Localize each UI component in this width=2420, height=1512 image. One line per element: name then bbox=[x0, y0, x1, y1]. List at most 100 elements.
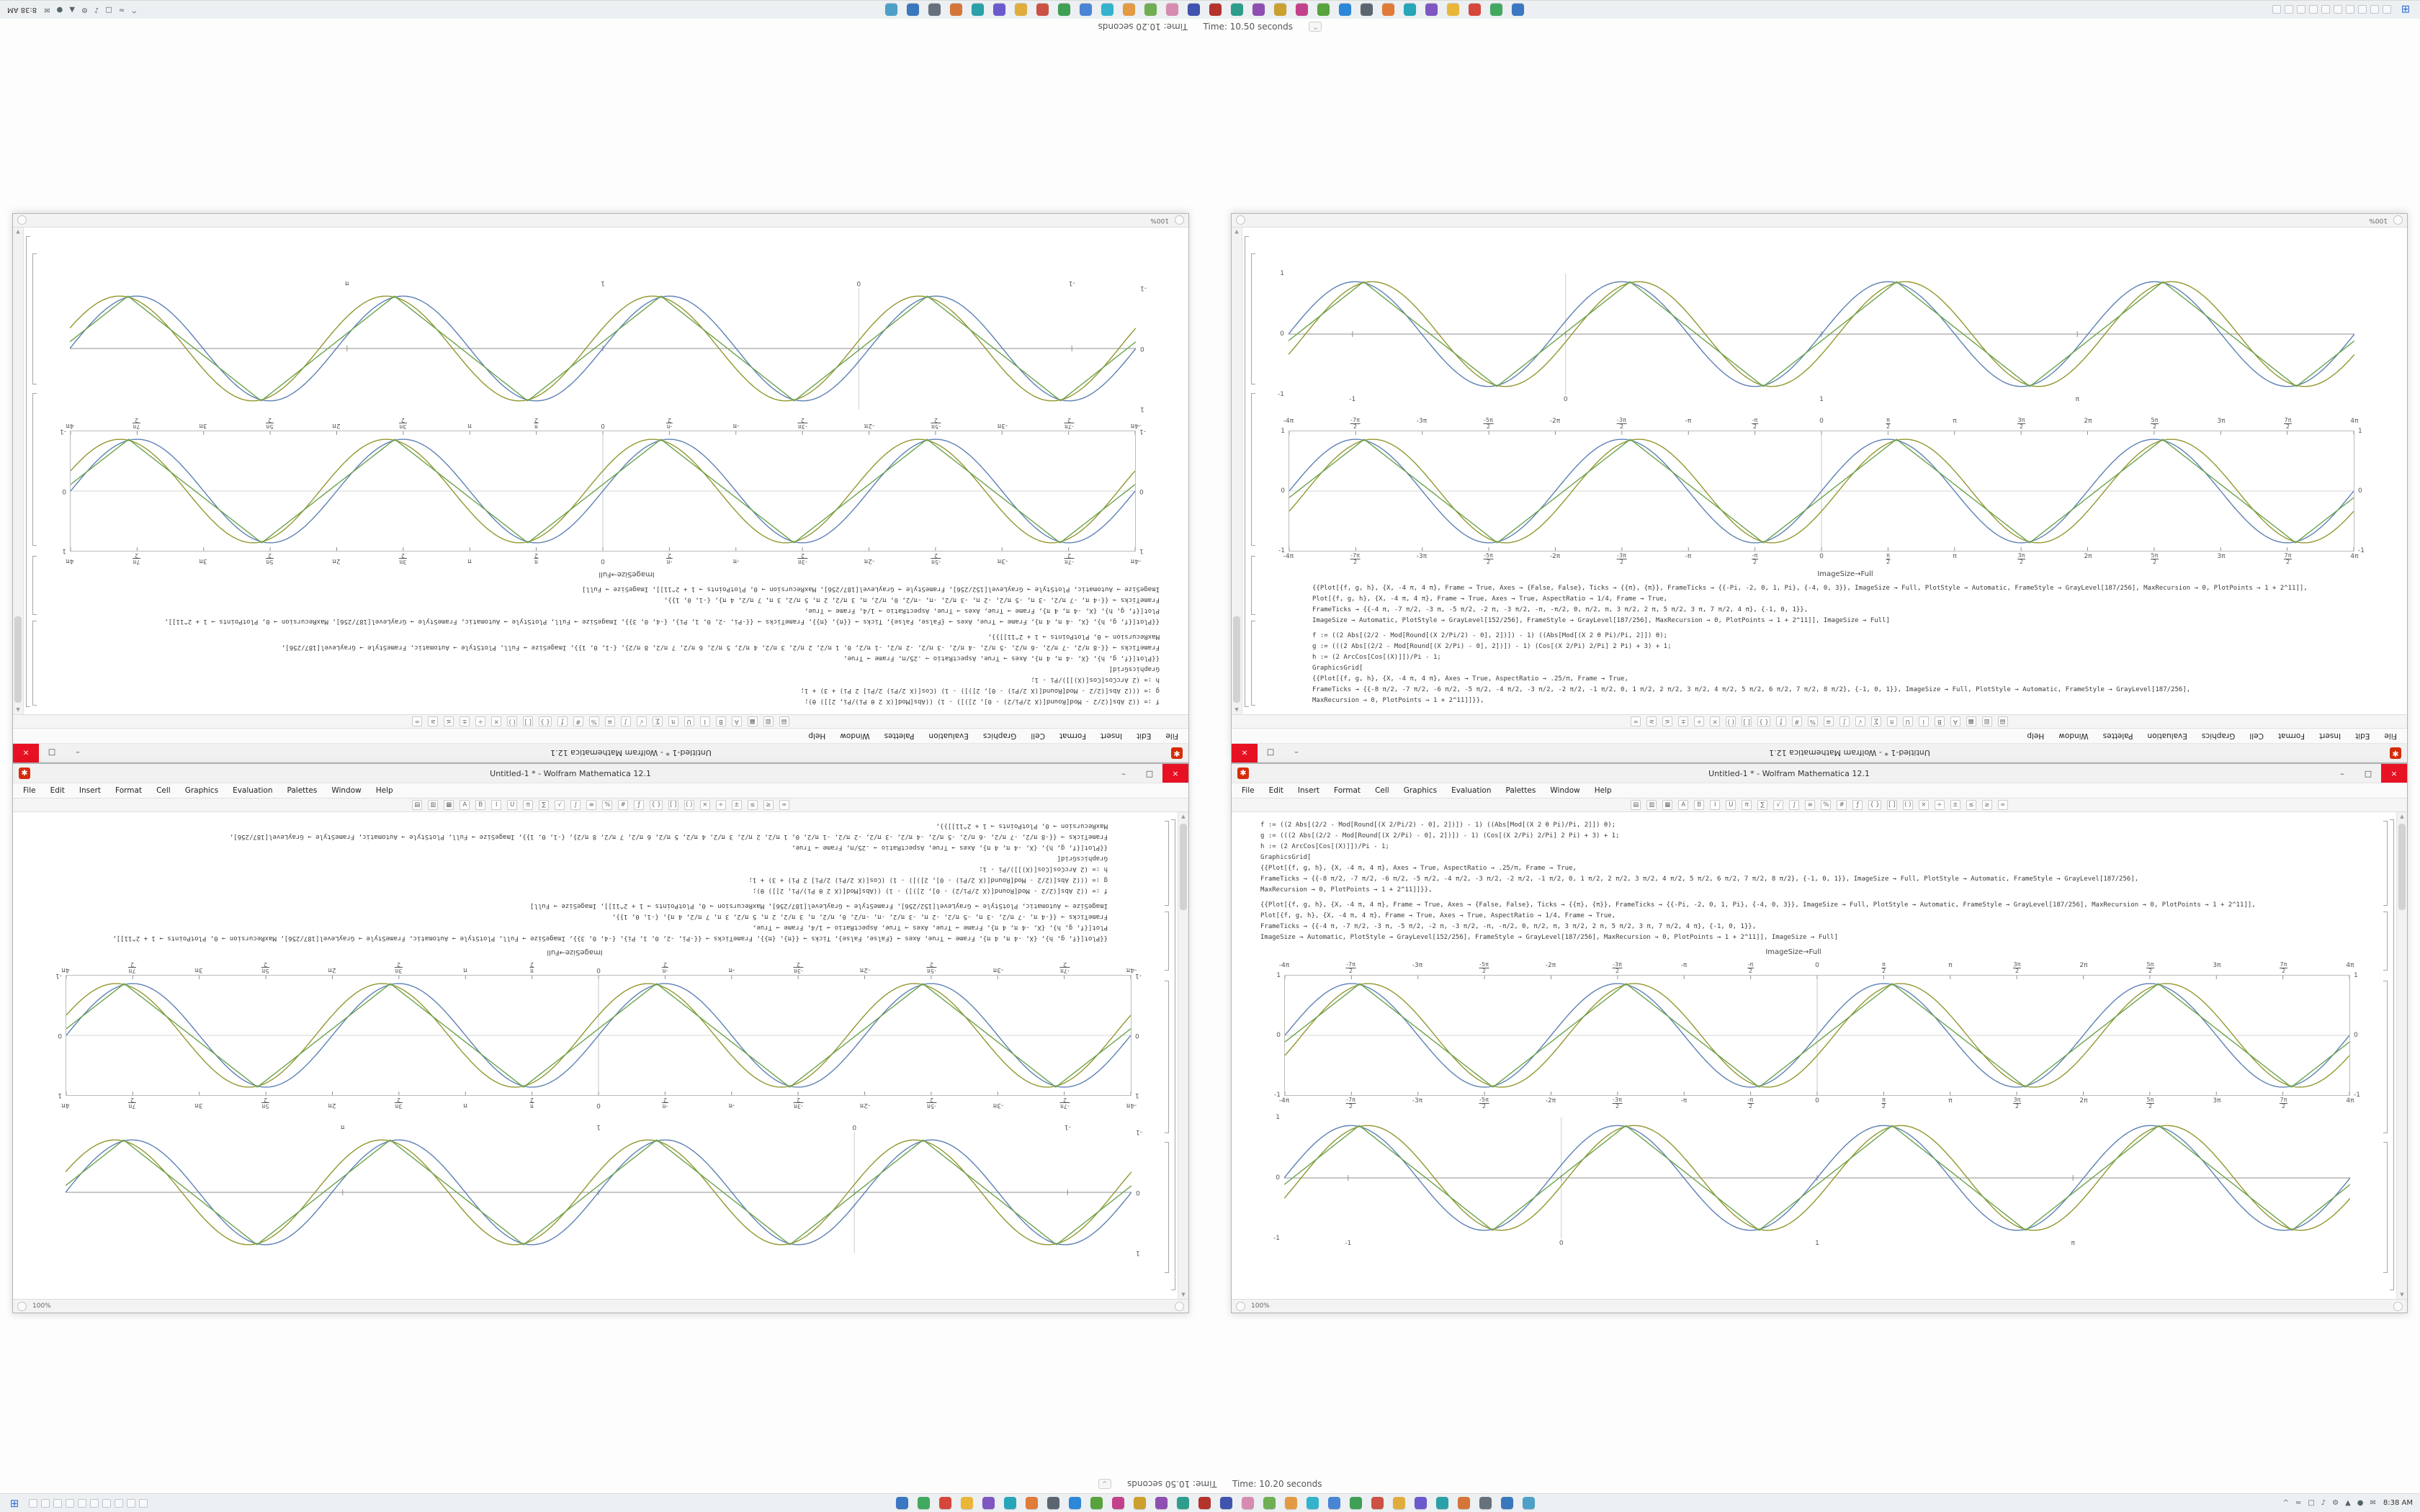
taskbar-app-icon[interactable] bbox=[1327, 1497, 1340, 1509]
tray-icon[interactable]: ♪ bbox=[94, 6, 99, 14]
toolbar-icon[interactable]: ≤ bbox=[1662, 716, 1673, 726]
taskbar-app-icon[interactable] bbox=[993, 4, 1006, 16]
toolbar-icon[interactable]: A bbox=[1950, 716, 1960, 726]
window-titlebar[interactable]: ✱ Untitled-1 * - Wolfram Mathematica 12.… bbox=[1232, 764, 2407, 783]
cell-bracket[interactable] bbox=[32, 253, 37, 384]
taskbar-app-icon[interactable] bbox=[1252, 4, 1265, 16]
toolbar-icon[interactable]: ÷ bbox=[475, 716, 486, 726]
taskbar-app-icon[interactable] bbox=[917, 1497, 930, 1509]
taskbar-app-icon[interactable] bbox=[1306, 1497, 1319, 1509]
cell-bracket[interactable] bbox=[1251, 393, 1255, 546]
menu-item-graphics[interactable]: Graphics bbox=[982, 732, 1017, 740]
toolbar-icon[interactable]: ▦ bbox=[444, 800, 454, 810]
toolbar-icon[interactable]: √ bbox=[1773, 800, 1784, 810]
scroll-down-arrow[interactable]: ▼ bbox=[16, 229, 20, 235]
toolbar-icon[interactable]: { } bbox=[1868, 800, 1881, 810]
menu-item-palettes[interactable]: Palettes bbox=[1505, 786, 1536, 795]
menu-item-evaluation[interactable]: Evaluation bbox=[1451, 786, 1492, 795]
toolbar-icon[interactable]: ∫ bbox=[1839, 716, 1850, 726]
scrollbar-thumb[interactable] bbox=[1180, 824, 1187, 910]
taskbar-mini-icon[interactable] bbox=[78, 1498, 86, 1508]
toolbar-icon[interactable]: ∫ bbox=[1789, 800, 1800, 810]
taskbar-app-icon[interactable] bbox=[1068, 1497, 1081, 1509]
cell-bracket[interactable] bbox=[1251, 253, 1255, 384]
scrollbar[interactable]: ▲ ▼ bbox=[13, 228, 24, 714]
taskbar-app-icon[interactable] bbox=[1371, 1497, 1384, 1509]
scroll-down-arrow[interactable]: ▼ bbox=[1234, 229, 1239, 235]
minimize-button[interactable]: – bbox=[76, 748, 80, 758]
toolbar-icon[interactable]: √ bbox=[555, 800, 565, 810]
tray-icon[interactable]: ● bbox=[2357, 1498, 2364, 1507]
input-cell-code-1[interactable]: f := ((2 Abs[(2/2 - Mod[Round[(X 2/Pi/2)… bbox=[1260, 821, 2326, 895]
toolbar-icon[interactable]: π bbox=[1886, 716, 1897, 726]
taskbar-app-icon[interactable] bbox=[1144, 4, 1157, 16]
taskbar-mini-icon[interactable] bbox=[2334, 5, 2342, 14]
taskbar-app-icon[interactable] bbox=[1500, 1497, 1513, 1509]
cell-bracket[interactable] bbox=[32, 621, 37, 706]
taskbar-mini-icon[interactable] bbox=[2297, 5, 2305, 14]
taskbar-app-icon[interactable] bbox=[885, 4, 898, 16]
tray-icon[interactable]: ✉ bbox=[44, 6, 50, 14]
taskbar-app-icon[interactable] bbox=[1047, 1497, 1059, 1509]
toolbar-icon[interactable]: ▦ bbox=[747, 716, 758, 726]
cell-bracket[interactable] bbox=[1165, 1142, 1169, 1273]
taskbar-app-icon[interactable] bbox=[1469, 4, 1482, 16]
toolbar-icon[interactable]: % bbox=[588, 716, 599, 726]
taskbar-app-icon[interactable] bbox=[1490, 4, 1503, 16]
toolbar-icon[interactable]: × bbox=[699, 800, 710, 810]
tray-icon[interactable]: ≈ bbox=[2295, 1498, 2302, 1507]
toolbar-icon[interactable]: ≥ bbox=[1981, 800, 1992, 810]
scrollbar[interactable]: ▲ ▼ bbox=[1232, 228, 1242, 714]
toolbar-icon[interactable]: { } bbox=[539, 716, 552, 726]
taskbar-mini-icon[interactable] bbox=[2272, 5, 2281, 14]
scrollbar[interactable]: ▲ ▼ bbox=[2396, 812, 2407, 1299]
toolbar-icon[interactable]: π bbox=[523, 800, 534, 810]
toolbar-icon[interactable]: ƒ bbox=[557, 716, 568, 726]
minimize-button[interactable]: – bbox=[1121, 768, 1126, 778]
menu-item-insert[interactable]: Insert bbox=[1100, 732, 1123, 740]
menu-item-file[interactable]: File bbox=[1242, 786, 1255, 795]
corner-button[interactable] bbox=[1236, 215, 1245, 225]
toolbar-icon[interactable]: ( ) bbox=[684, 800, 694, 810]
tray-icon[interactable]: ▲ bbox=[69, 6, 75, 14]
toolbar-icon[interactable]: ÷ bbox=[1694, 716, 1705, 726]
taskbar-app-icon[interactable] bbox=[972, 4, 985, 16]
cell-bracket[interactable] bbox=[2383, 912, 2388, 971]
taskbar-app-icon[interactable] bbox=[1512, 4, 1525, 16]
taskbar-app-icon[interactable] bbox=[1241, 1497, 1254, 1509]
menu-item-edit[interactable]: Edit bbox=[1137, 732, 1152, 740]
toolbar-icon[interactable]: ▤ bbox=[1631, 800, 1641, 810]
menu-item-cell[interactable]: Cell bbox=[1375, 786, 1389, 795]
taskbar-app-icon[interactable] bbox=[1339, 4, 1352, 16]
window-titlebar[interactable]: ✱ Untitled-1 * - Wolfram Mathematica 12.… bbox=[13, 764, 1188, 783]
toolbar-icon[interactable]: % bbox=[1807, 716, 1818, 726]
taskbar-mini-icon[interactable] bbox=[115, 1498, 123, 1508]
menu-item-graphics[interactable]: Graphics bbox=[184, 786, 219, 795]
toolbar-icon[interactable]: B bbox=[1694, 800, 1705, 810]
taskbar-app-icon[interactable] bbox=[982, 1497, 995, 1509]
menu-item-insert[interactable]: Insert bbox=[1297, 786, 1320, 795]
toolbar-icon[interactable]: ▥ bbox=[1981, 716, 1992, 726]
toolbar-icon[interactable]: U bbox=[684, 716, 694, 726]
cell-group-bracket[interactable] bbox=[26, 236, 30, 707]
toolbar-icon[interactable]: ≤ bbox=[444, 716, 454, 726]
corner-button[interactable] bbox=[1175, 215, 1184, 225]
toolbar-icon[interactable]: I bbox=[1710, 800, 1721, 810]
toolbar-icon[interactable]: ≤ bbox=[747, 800, 758, 810]
toolbar-icon[interactable]: ▤ bbox=[779, 716, 789, 726]
taskbar-app-icon[interactable] bbox=[1176, 1497, 1189, 1509]
toolbar-icon[interactable]: % bbox=[602, 800, 613, 810]
menu-item-format[interactable]: Format bbox=[1334, 786, 1361, 795]
taskbar-app-icon[interactable] bbox=[1404, 4, 1417, 16]
taskbar-app-icon[interactable] bbox=[1090, 1497, 1103, 1509]
collapse-button[interactable]: ^ bbox=[1309, 22, 1322, 32]
toolbar-icon[interactable]: [ ] bbox=[523, 716, 534, 726]
taskbar-app-icon[interactable] bbox=[1317, 4, 1330, 16]
taskbar-app-icon[interactable] bbox=[1263, 1497, 1276, 1509]
toolbar-icon[interactable]: × bbox=[1918, 800, 1929, 810]
toolbar-icon[interactable]: ∑ bbox=[1757, 800, 1768, 810]
toolbar-icon[interactable]: ∑ bbox=[539, 800, 550, 810]
cell-brackets[interactable] bbox=[2381, 819, 2394, 1290]
taskbar-app-icon[interactable] bbox=[950, 4, 963, 16]
toolbar-icon[interactable]: ÷ bbox=[715, 800, 726, 810]
